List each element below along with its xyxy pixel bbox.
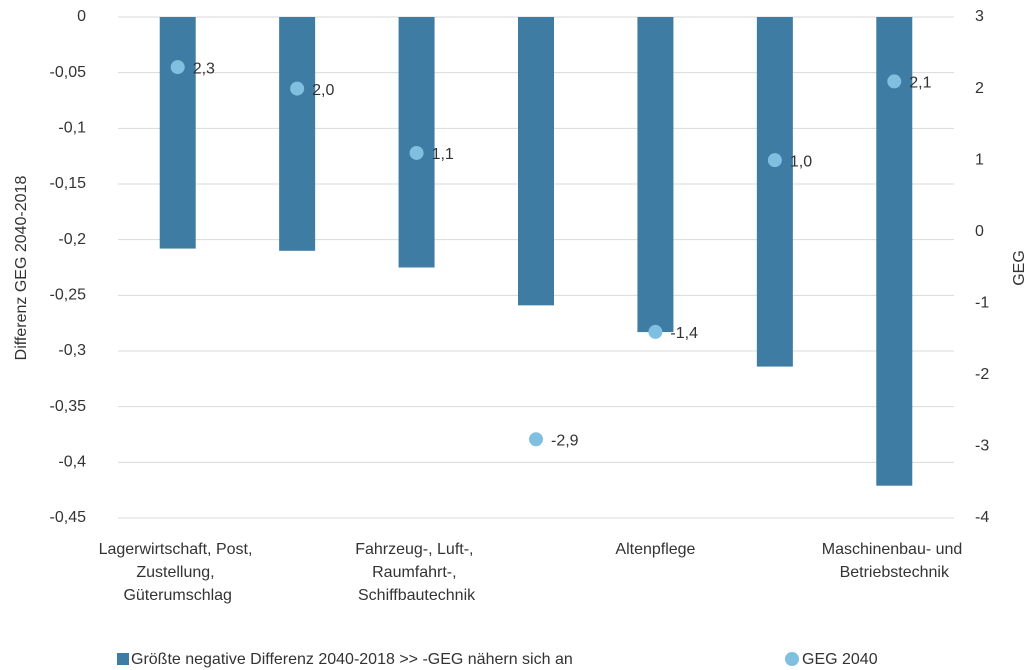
y2-tick-label: -1	[975, 295, 989, 312]
bar	[756, 17, 793, 367]
bar	[518, 17, 554, 306]
y-tick-label: -0,15	[50, 175, 87, 192]
bar	[876, 17, 913, 486]
x-tick-label: Maschinenbau- und Betriebstechnik	[822, 541, 967, 581]
bar	[637, 17, 674, 333]
point	[290, 81, 305, 96]
bar	[159, 17, 196, 249]
y-tick-label: -0,4	[58, 454, 86, 471]
y-tick-label: -0,35	[50, 398, 87, 415]
data-label: 2,1	[909, 75, 931, 92]
legend-label: GEG 2040	[802, 651, 878, 668]
x-tick-label: Altenpflege	[615, 541, 695, 558]
y2-axis-title: GEG	[1011, 250, 1028, 286]
point	[648, 324, 663, 339]
legend-swatch	[785, 652, 799, 666]
y2-tick-label: 2	[975, 80, 984, 97]
x-tick-label: Fahrzeug-, Luft-, Raumfahrt-, Schiffbaut…	[355, 541, 478, 604]
y-tick-label: 0	[77, 8, 86, 25]
point	[529, 432, 543, 447]
y2-tick-label: -2	[975, 366, 989, 383]
legend-swatch	[117, 653, 129, 665]
data-label: 2,0	[312, 82, 334, 99]
y-tick-label: -0,05	[50, 64, 87, 81]
y-tick-label: -0,1	[58, 120, 86, 137]
point	[170, 60, 185, 75]
x-tick-label: Lagerwirtschaft, Post, Zustellung, Güter…	[99, 541, 257, 604]
data-label: -2,9	[551, 432, 579, 449]
legend-label: Größte negative Differenz 2040-2018 >> -…	[131, 651, 573, 668]
y-axis-title: Differenz GEG 2040-2018	[13, 176, 30, 361]
data-label: 1,0	[790, 153, 812, 170]
point	[409, 145, 424, 160]
data-label: 2,3	[193, 60, 215, 77]
data-label: -1,4	[670, 325, 698, 342]
bar	[279, 17, 316, 251]
y2-tick-label: 3	[975, 8, 984, 25]
data-label: 1,1	[432, 146, 454, 163]
point	[887, 74, 902, 89]
point	[767, 153, 782, 168]
bar	[398, 17, 435, 268]
y2-tick-label: -3	[975, 438, 989, 455]
y-tick-label: -0,2	[58, 231, 86, 248]
y2-tick-label: 1	[975, 151, 984, 168]
y2-tick-label: -4	[975, 509, 989, 526]
y2-tick-label: 0	[975, 223, 984, 240]
y-tick-label: -0,25	[50, 287, 87, 304]
y-tick-label: -0,3	[58, 342, 86, 359]
y-tick-label: -0,45	[50, 509, 87, 526]
